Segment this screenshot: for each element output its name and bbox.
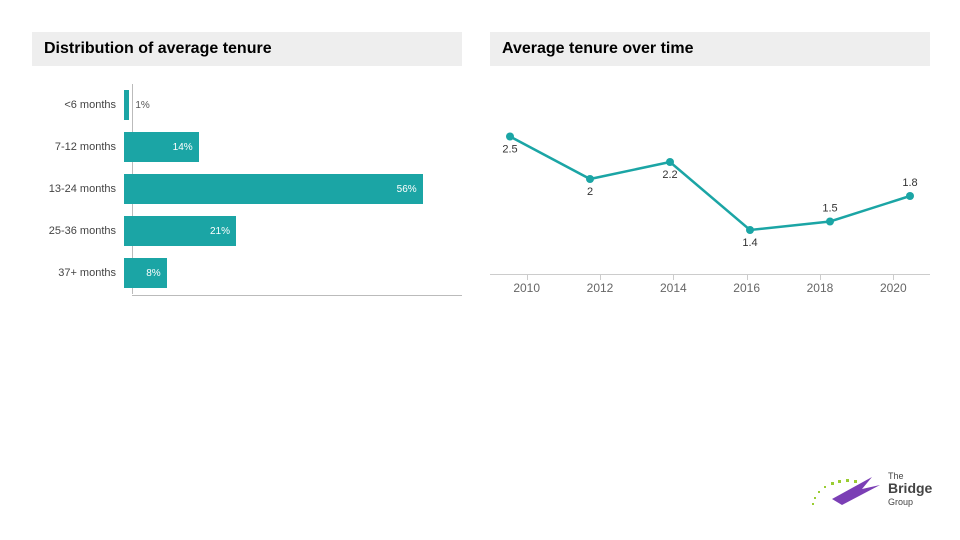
line-chart-svg: 2.5 2 2.2 1.4 1.5 1.8 (490, 84, 930, 274)
bar-track: 8% (124, 252, 462, 294)
x-tick-label: 2018 (783, 281, 856, 295)
bar-category-label: 13-24 months (32, 183, 124, 195)
bar-chart-title: Distribution of average tenure (32, 32, 462, 66)
line-point-label: 1.5 (822, 203, 837, 215)
logo-svg: The Bridge Group (802, 459, 932, 517)
bar-value-label: 14% (173, 142, 199, 153)
line-series (510, 137, 910, 231)
line-chart-panel: Average tenure over time 2.5 2 2.2 1.4 1.5 1.… (490, 32, 930, 295)
bar-chart-x-axis (132, 295, 462, 296)
bar-category-label: 37+ months (32, 267, 124, 279)
bar-chart-panel: Distribution of average tenure <6 months… (32, 32, 462, 294)
bar-track: 1% (124, 84, 462, 126)
logo-text-group: Group (888, 497, 913, 507)
line-marker (666, 158, 674, 166)
logo-text-bridge: Bridge (888, 480, 932, 496)
bar-track: 21% (124, 210, 462, 252)
line-marker (826, 218, 834, 226)
bar-row: <6 months1% (32, 84, 462, 126)
bar-row: 37+ months 8% (32, 252, 462, 294)
line-point-label: 1.4 (742, 237, 757, 249)
bar-value-label: 21% (210, 226, 236, 237)
bridge-group-logo: The Bridge Group (802, 459, 932, 522)
bar-value-label: 56% (397, 184, 423, 195)
line-marker (586, 175, 594, 183)
line-point-label: 1.8 (902, 177, 917, 189)
line-chart-title: Average tenure over time (490, 32, 930, 66)
line-point-label: 2.5 (502, 144, 517, 156)
bar-row: 7-12 months 14% (32, 126, 462, 168)
bar-category-label: 25-36 months (32, 225, 124, 237)
line-point-label: 2.2 (662, 169, 677, 181)
line-marker (746, 226, 754, 234)
bar-fill: 14% (124, 132, 199, 162)
bar-row: 13-24 months 56% (32, 168, 462, 210)
bar-category-label: <6 months (32, 99, 124, 111)
line-marker (506, 133, 514, 141)
bar-value-label: 8% (146, 268, 166, 279)
line-point-label: 2 (587, 186, 593, 198)
x-tick-label: 2010 (490, 281, 563, 295)
bar-value-label: 1% (129, 100, 149, 111)
bar-category-label: 7-12 months (32, 141, 124, 153)
line-chart-x-ticks: 201020122014201620182020 (490, 274, 930, 295)
bar-track: 14% (124, 126, 462, 168)
bar-chart-area: <6 months1%7-12 months14%13-24 months56%… (32, 84, 462, 294)
x-tick-label: 2014 (637, 281, 710, 295)
bar-track: 56% (124, 168, 462, 210)
line-chart-area: 2.5 2 2.2 1.4 1.5 1.8 20102012201420162018202… (490, 84, 930, 295)
bar-fill: 1% (124, 90, 129, 120)
bar-fill: 56% (124, 174, 423, 204)
bar-row: 25-36 months 21% (32, 210, 462, 252)
x-tick-label: 2016 (710, 281, 783, 295)
bar-fill: 21% (124, 216, 236, 246)
line-marker (906, 192, 914, 200)
bar-fill: 8% (124, 258, 167, 288)
x-tick-label: 2012 (563, 281, 636, 295)
x-tick-label: 2020 (857, 281, 930, 295)
